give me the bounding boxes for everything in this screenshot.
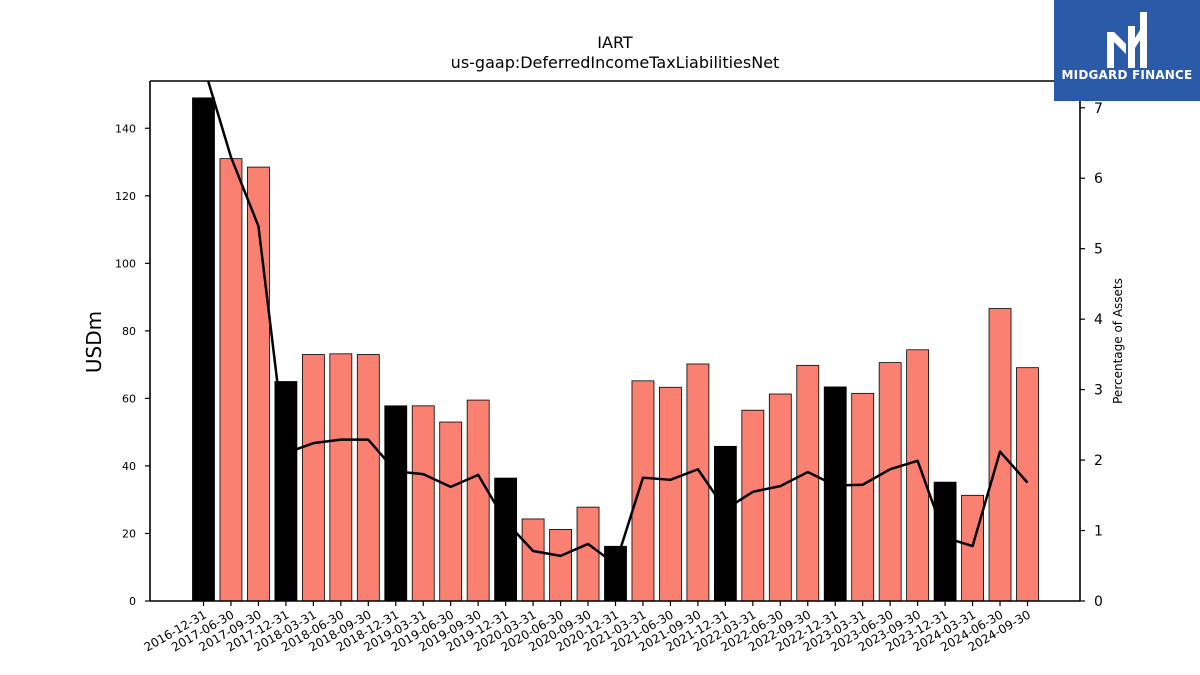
bar-2022-09-30	[796, 364, 820, 602]
bar-2019-06-30	[439, 421, 463, 602]
midgard-logo-icon	[1107, 12, 1147, 68]
bar-2020-12-31	[604, 545, 627, 602]
y-tick-label: 100	[115, 257, 136, 270]
logo-text: MIDGARD FINANCE	[1061, 68, 1193, 82]
y-ticks-layer: 0 20 40 60 80 100 120 140	[115, 122, 150, 608]
bar-2023-12-31	[933, 481, 957, 602]
y2-tick-label: 3	[1094, 383, 1103, 399]
bar-2019-09-30	[466, 399, 490, 602]
chart-title: IART	[597, 33, 633, 52]
y-tick-label: 20	[122, 527, 136, 540]
y2-tick-label: 4	[1094, 312, 1103, 328]
bar-2023-09-30	[906, 349, 930, 602]
x-ticks-layer: 2016-12-312017-06-302017-09-302017-12-31…	[142, 601, 1033, 654]
bar-2023-03-31	[851, 392, 875, 602]
y2-tick-label: 0	[1094, 594, 1103, 610]
bar-2017-12-31	[274, 381, 298, 602]
y-axis-label: USDm	[82, 311, 106, 373]
y2-axis-label: Percentage of Assets	[1111, 278, 1125, 404]
bar-2020-03-31	[521, 518, 545, 602]
bar-2021-12-31	[713, 445, 737, 602]
bar-2019-12-31	[494, 477, 518, 602]
bar-2024-09-30	[1016, 367, 1039, 602]
y2-tick-label: 5	[1094, 242, 1103, 258]
bar-2018-09-30	[356, 354, 380, 602]
bar-2018-12-31	[384, 405, 408, 602]
bar-2024-03-31	[961, 494, 984, 602]
y-tick-label: 120	[115, 190, 136, 203]
bar-2022-03-31	[741, 409, 765, 602]
bar-2023-06-30	[878, 362, 902, 602]
y2-tick-label: 2	[1094, 453, 1103, 469]
bars-layer	[192, 97, 1039, 602]
bar-2022-12-31	[823, 386, 847, 602]
bar-2021-03-31	[631, 380, 655, 602]
y2-tick-label: 1	[1094, 524, 1103, 540]
y2-ticks-layer: 0 1 2 3 4 5 6 7	[1080, 101, 1103, 610]
bar-2018-03-31	[301, 354, 325, 602]
bar-2020-06-30	[549, 529, 572, 602]
bar-2017-06-30	[219, 158, 243, 602]
y2-tick-label: 6	[1094, 171, 1103, 187]
midgard-finance-logo: MIDGARD FINANCE	[1054, 0, 1200, 101]
bar-2019-03-31	[411, 405, 435, 602]
bar-2018-06-30	[329, 353, 353, 602]
y-tick-label: 0	[129, 595, 136, 608]
y-tick-label: 140	[115, 122, 136, 135]
bar-2021-06-30	[659, 386, 682, 602]
line-layer	[206, 81, 1029, 566]
percentage-line	[206, 81, 1029, 566]
bar-2020-09-30	[576, 506, 600, 602]
y2-tick-label: 7	[1094, 101, 1103, 117]
chart-subtitle: us-gaap:DeferredIncomeTaxLiabilitiesNet	[451, 53, 780, 72]
y-tick-label: 60	[122, 392, 136, 405]
bar-2016-12-31	[192, 97, 215, 602]
y-tick-label: 80	[122, 325, 136, 338]
y-tick-label: 40	[122, 460, 136, 473]
bar-2022-06-30	[768, 393, 792, 602]
